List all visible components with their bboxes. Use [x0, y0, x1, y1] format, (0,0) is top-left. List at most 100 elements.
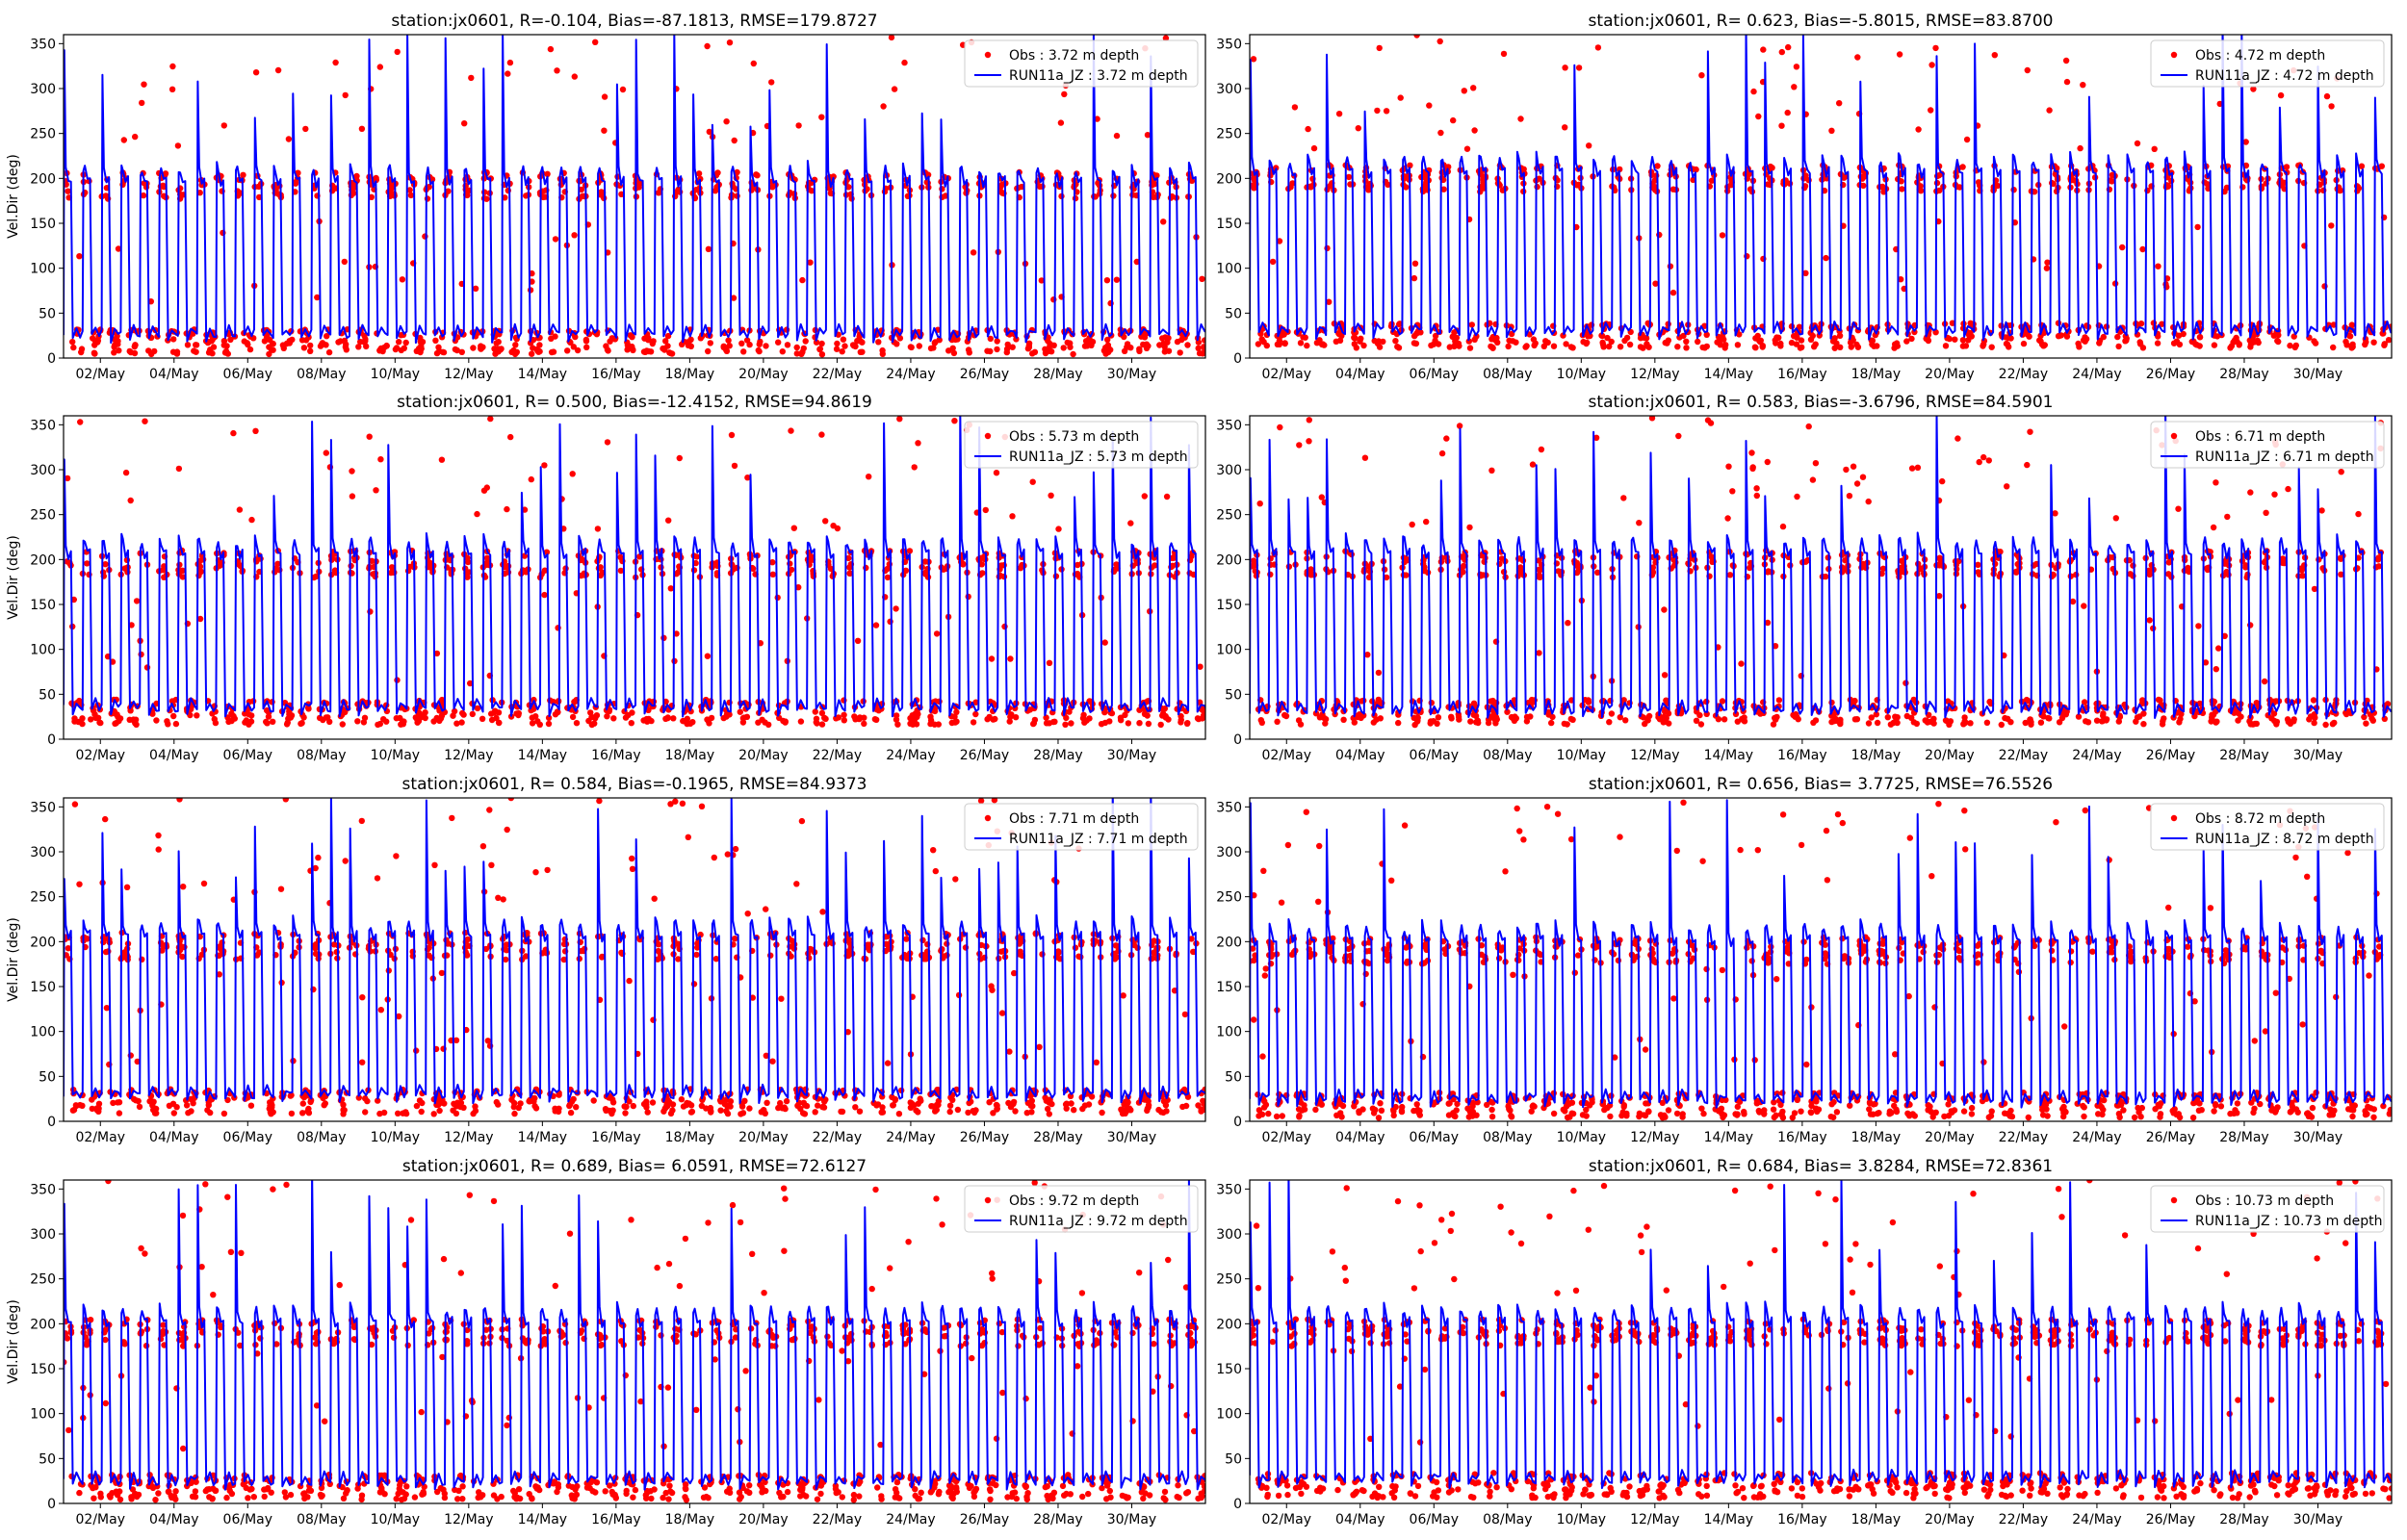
- obs-point: [2058, 714, 2066, 722]
- obs-point: [799, 276, 806, 284]
- obs-point: [893, 716, 900, 723]
- obs-point: [1427, 720, 1434, 727]
- subplot-title: station:jx0601, R= 0.623, Bias=-5.8015, …: [1589, 12, 2054, 31]
- obs-point: [660, 345, 667, 352]
- obs-point: [884, 574, 892, 581]
- obs-point: [564, 347, 571, 354]
- obs-point: [1012, 714, 1020, 721]
- obs-point: [377, 345, 384, 352]
- obs-point: [734, 192, 740, 199]
- obs-point: [1617, 166, 1623, 173]
- obs-point: [1899, 557, 1905, 564]
- obs-point: [517, 1100, 524, 1107]
- obs-point: [952, 876, 959, 883]
- obs-point: [252, 69, 260, 76]
- obs-point: [708, 714, 715, 722]
- obs-point: [640, 717, 647, 724]
- x-tick-label: 28/May: [1033, 748, 1082, 763]
- obs-point: [1645, 344, 1652, 350]
- x-tick-label: 16/May: [1777, 367, 1826, 382]
- obs-point: [979, 570, 986, 577]
- obs-point: [782, 718, 789, 725]
- obs-point: [854, 637, 862, 644]
- obs-point: [693, 186, 700, 193]
- obs-point: [122, 469, 130, 476]
- x-tick-label: 08/May: [297, 367, 346, 382]
- obs-point: [1411, 274, 1418, 282]
- obs-point: [1201, 344, 1205, 350]
- obs-point: [96, 719, 103, 726]
- y-tick-label: 50: [1225, 306, 1242, 321]
- x-tick-label: 22/May: [813, 748, 862, 763]
- obs-point: [1436, 38, 1443, 45]
- obs-point: [1734, 342, 1742, 348]
- obs-point: [2328, 103, 2335, 110]
- obs-point: [1281, 340, 1288, 346]
- obs-point: [775, 339, 782, 346]
- obs-point: [1046, 659, 1053, 666]
- obs-point: [765, 721, 772, 729]
- obs-point: [1306, 438, 1312, 445]
- obs-point: [833, 346, 841, 352]
- obs-point: [756, 341, 763, 347]
- obs-point: [140, 192, 147, 199]
- obs-point: [1893, 340, 1901, 346]
- obs-point: [2046, 107, 2053, 114]
- obs-point: [1985, 457, 1992, 464]
- obs-point: [128, 622, 135, 629]
- obs-point: [604, 439, 611, 446]
- obs-point: [2345, 707, 2352, 715]
- obs-point: [367, 608, 374, 615]
- obs-point: [788, 566, 795, 574]
- obs-point: [468, 74, 475, 82]
- obs-point: [594, 526, 602, 532]
- obs-point: [1064, 339, 1071, 346]
- obs-point: [513, 348, 520, 355]
- obs-point: [1082, 338, 1090, 345]
- obs-point: [1665, 337, 1672, 344]
- y-tick-label: 150: [1216, 217, 1242, 232]
- obs-point: [1113, 276, 1121, 283]
- obs-point: [307, 1098, 314, 1106]
- x-tick-label: 16/May: [1777, 748, 1826, 763]
- obs-point: [567, 1109, 575, 1116]
- obs-point: [2291, 718, 2297, 725]
- obs-point: [220, 122, 227, 129]
- obs-point: [1793, 64, 1800, 70]
- obs-point: [931, 707, 939, 715]
- obs-point: [2157, 697, 2163, 704]
- obs-point: [1769, 165, 1775, 171]
- obs-point: [153, 717, 160, 724]
- obs-point: [2215, 645, 2222, 652]
- obs-point: [1438, 449, 1446, 457]
- obs-point: [1467, 718, 1474, 725]
- obs-point: [1281, 711, 1288, 719]
- obs-point: [2010, 187, 2017, 193]
- obs-point: [398, 346, 404, 354]
- obs-point: [2274, 337, 2281, 345]
- obs-point: [1470, 700, 1478, 706]
- obs-point: [1043, 714, 1049, 721]
- obs-point: [1880, 189, 1887, 195]
- obs-point: [2003, 334, 2009, 341]
- obs-point: [2210, 711, 2217, 718]
- obs-point: [953, 718, 960, 725]
- obs-point: [2381, 342, 2388, 348]
- obs-point: [1276, 238, 1283, 244]
- obs-point: [822, 518, 829, 525]
- obs-point: [1828, 699, 1835, 706]
- obs-point: [1784, 109, 1791, 116]
- obs-point: [1403, 184, 1410, 191]
- obs-point: [723, 711, 731, 718]
- obs-point: [1151, 937, 1157, 944]
- obs-point: [532, 869, 539, 876]
- obs-point: [1874, 719, 1881, 727]
- obs-point: [1178, 719, 1184, 726]
- obs-point: [2177, 715, 2184, 723]
- obs-point: [1340, 716, 1347, 723]
- obs-point: [1683, 345, 1690, 351]
- obs-point: [464, 558, 472, 566]
- obs-point: [136, 1103, 143, 1111]
- obs-point: [1048, 348, 1055, 355]
